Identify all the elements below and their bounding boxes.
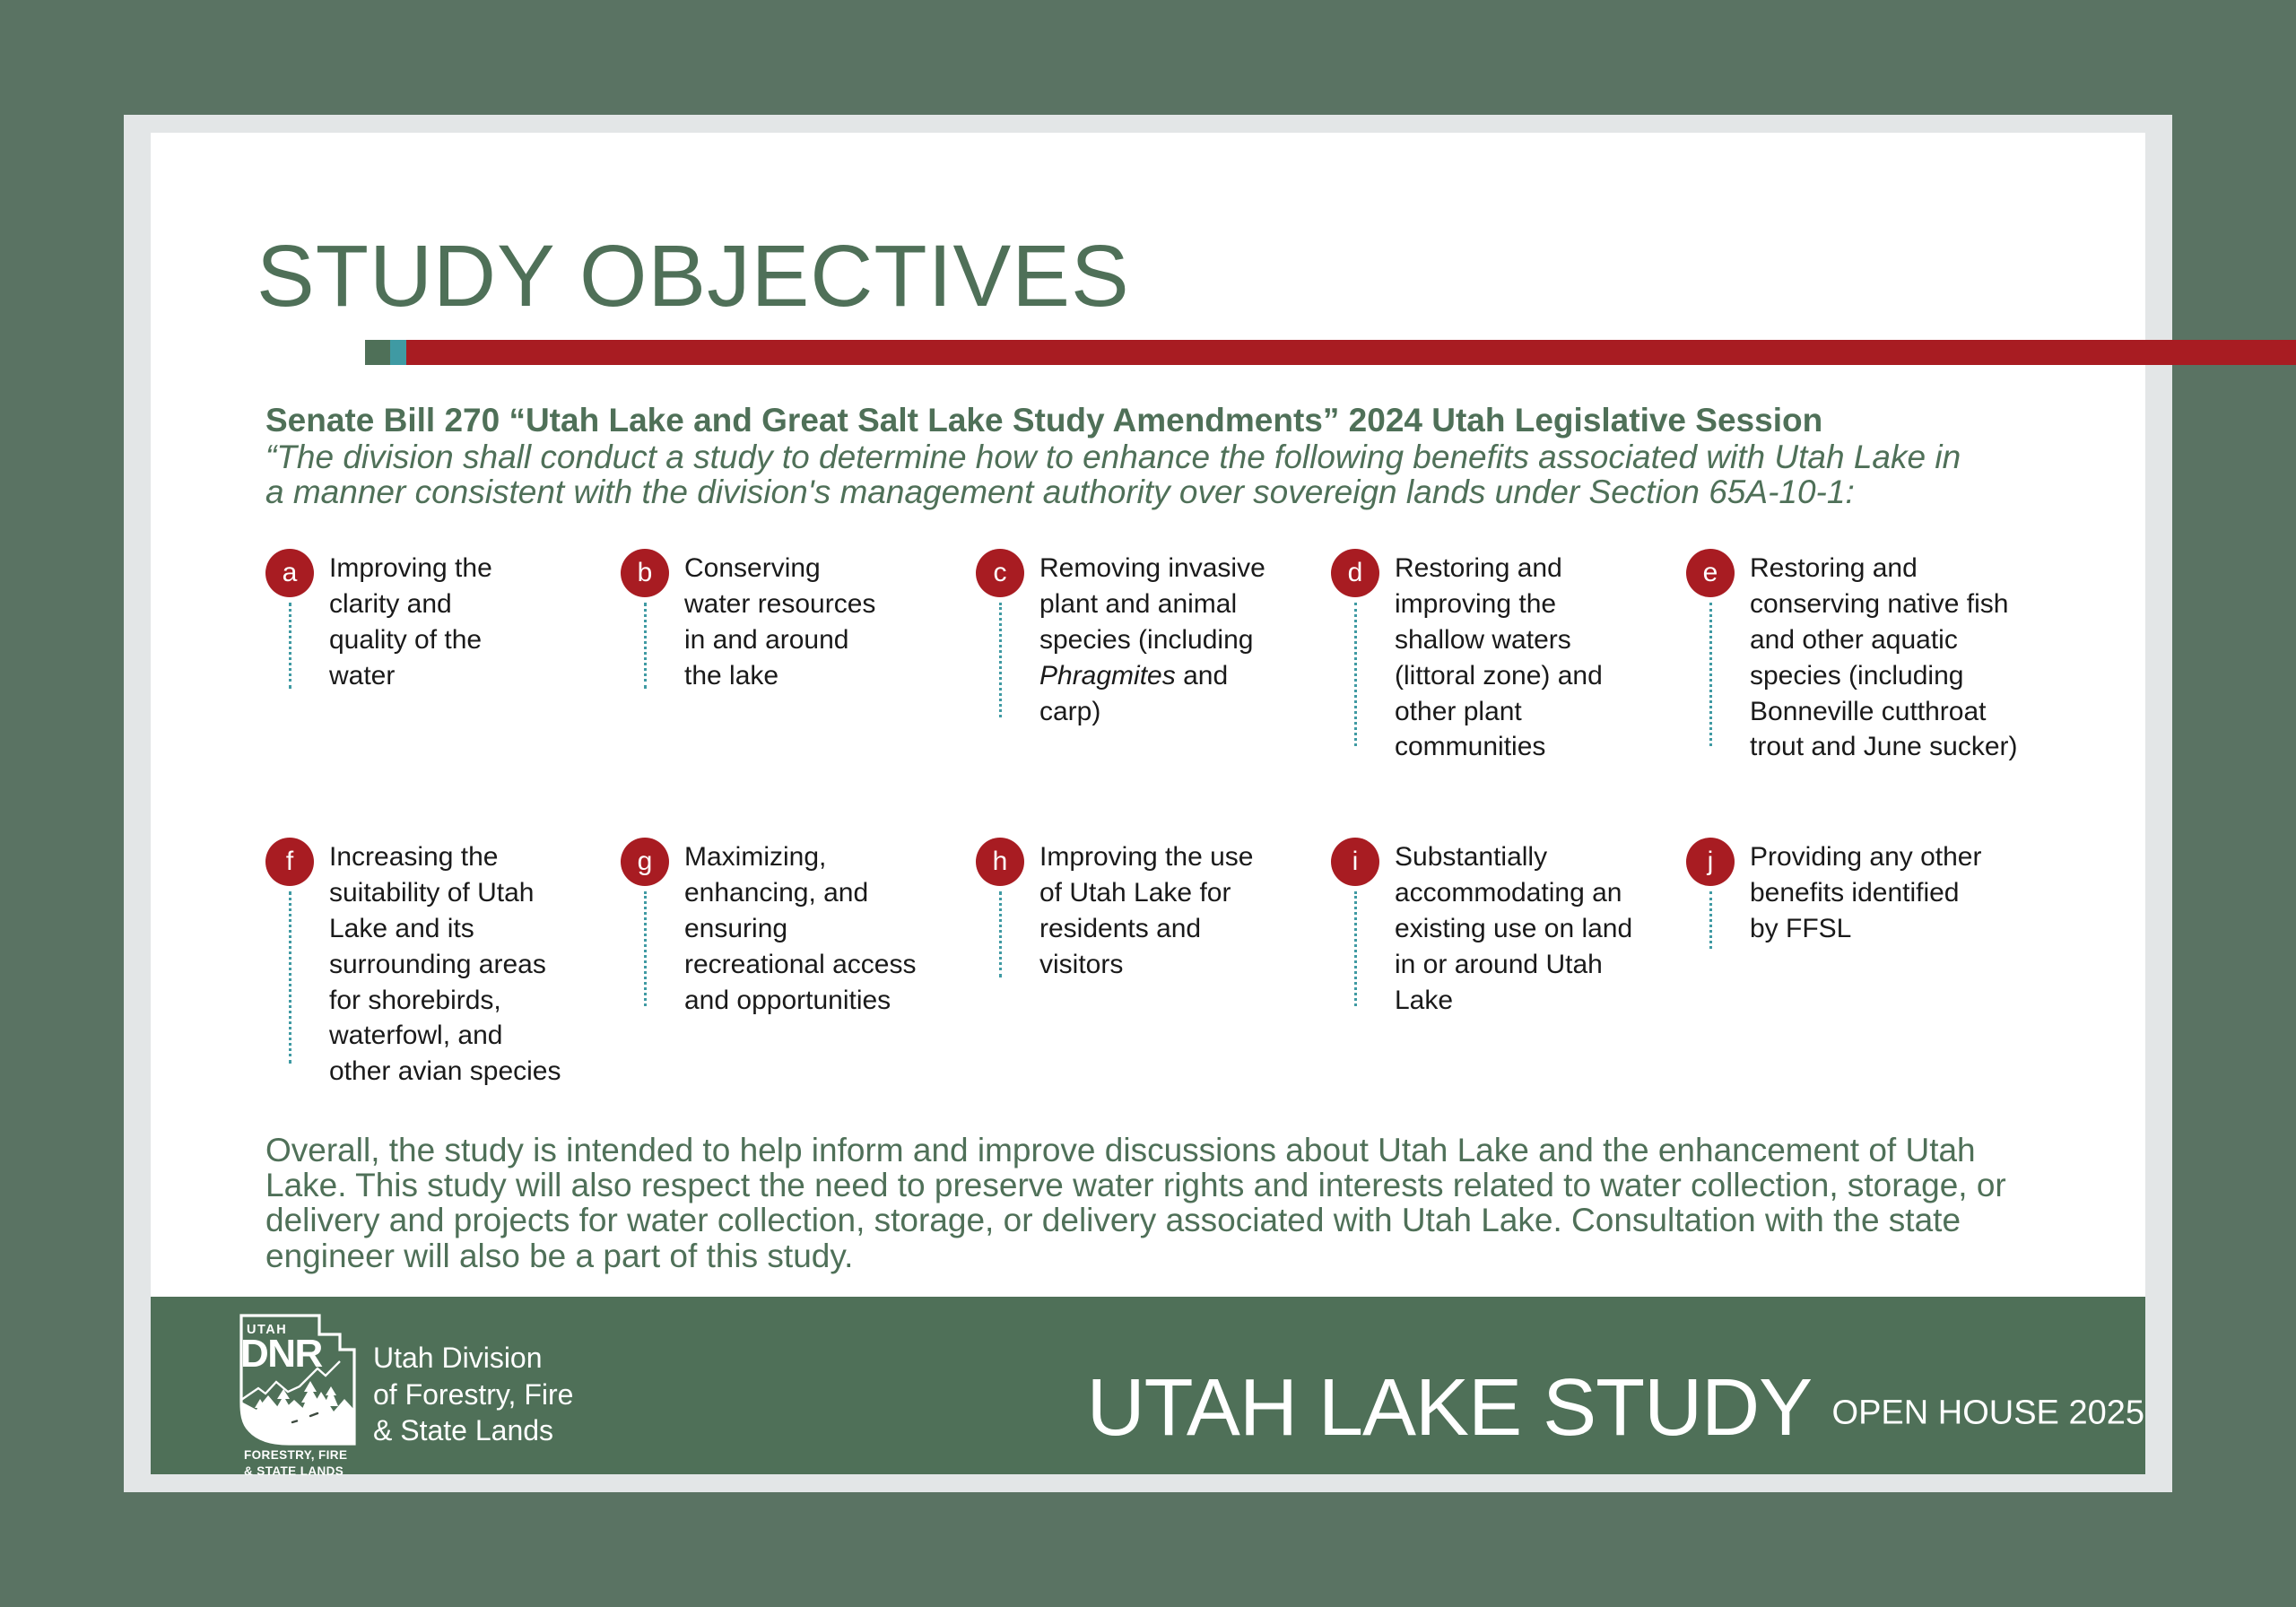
svg-text:DNR: DNR: [240, 1332, 323, 1376]
